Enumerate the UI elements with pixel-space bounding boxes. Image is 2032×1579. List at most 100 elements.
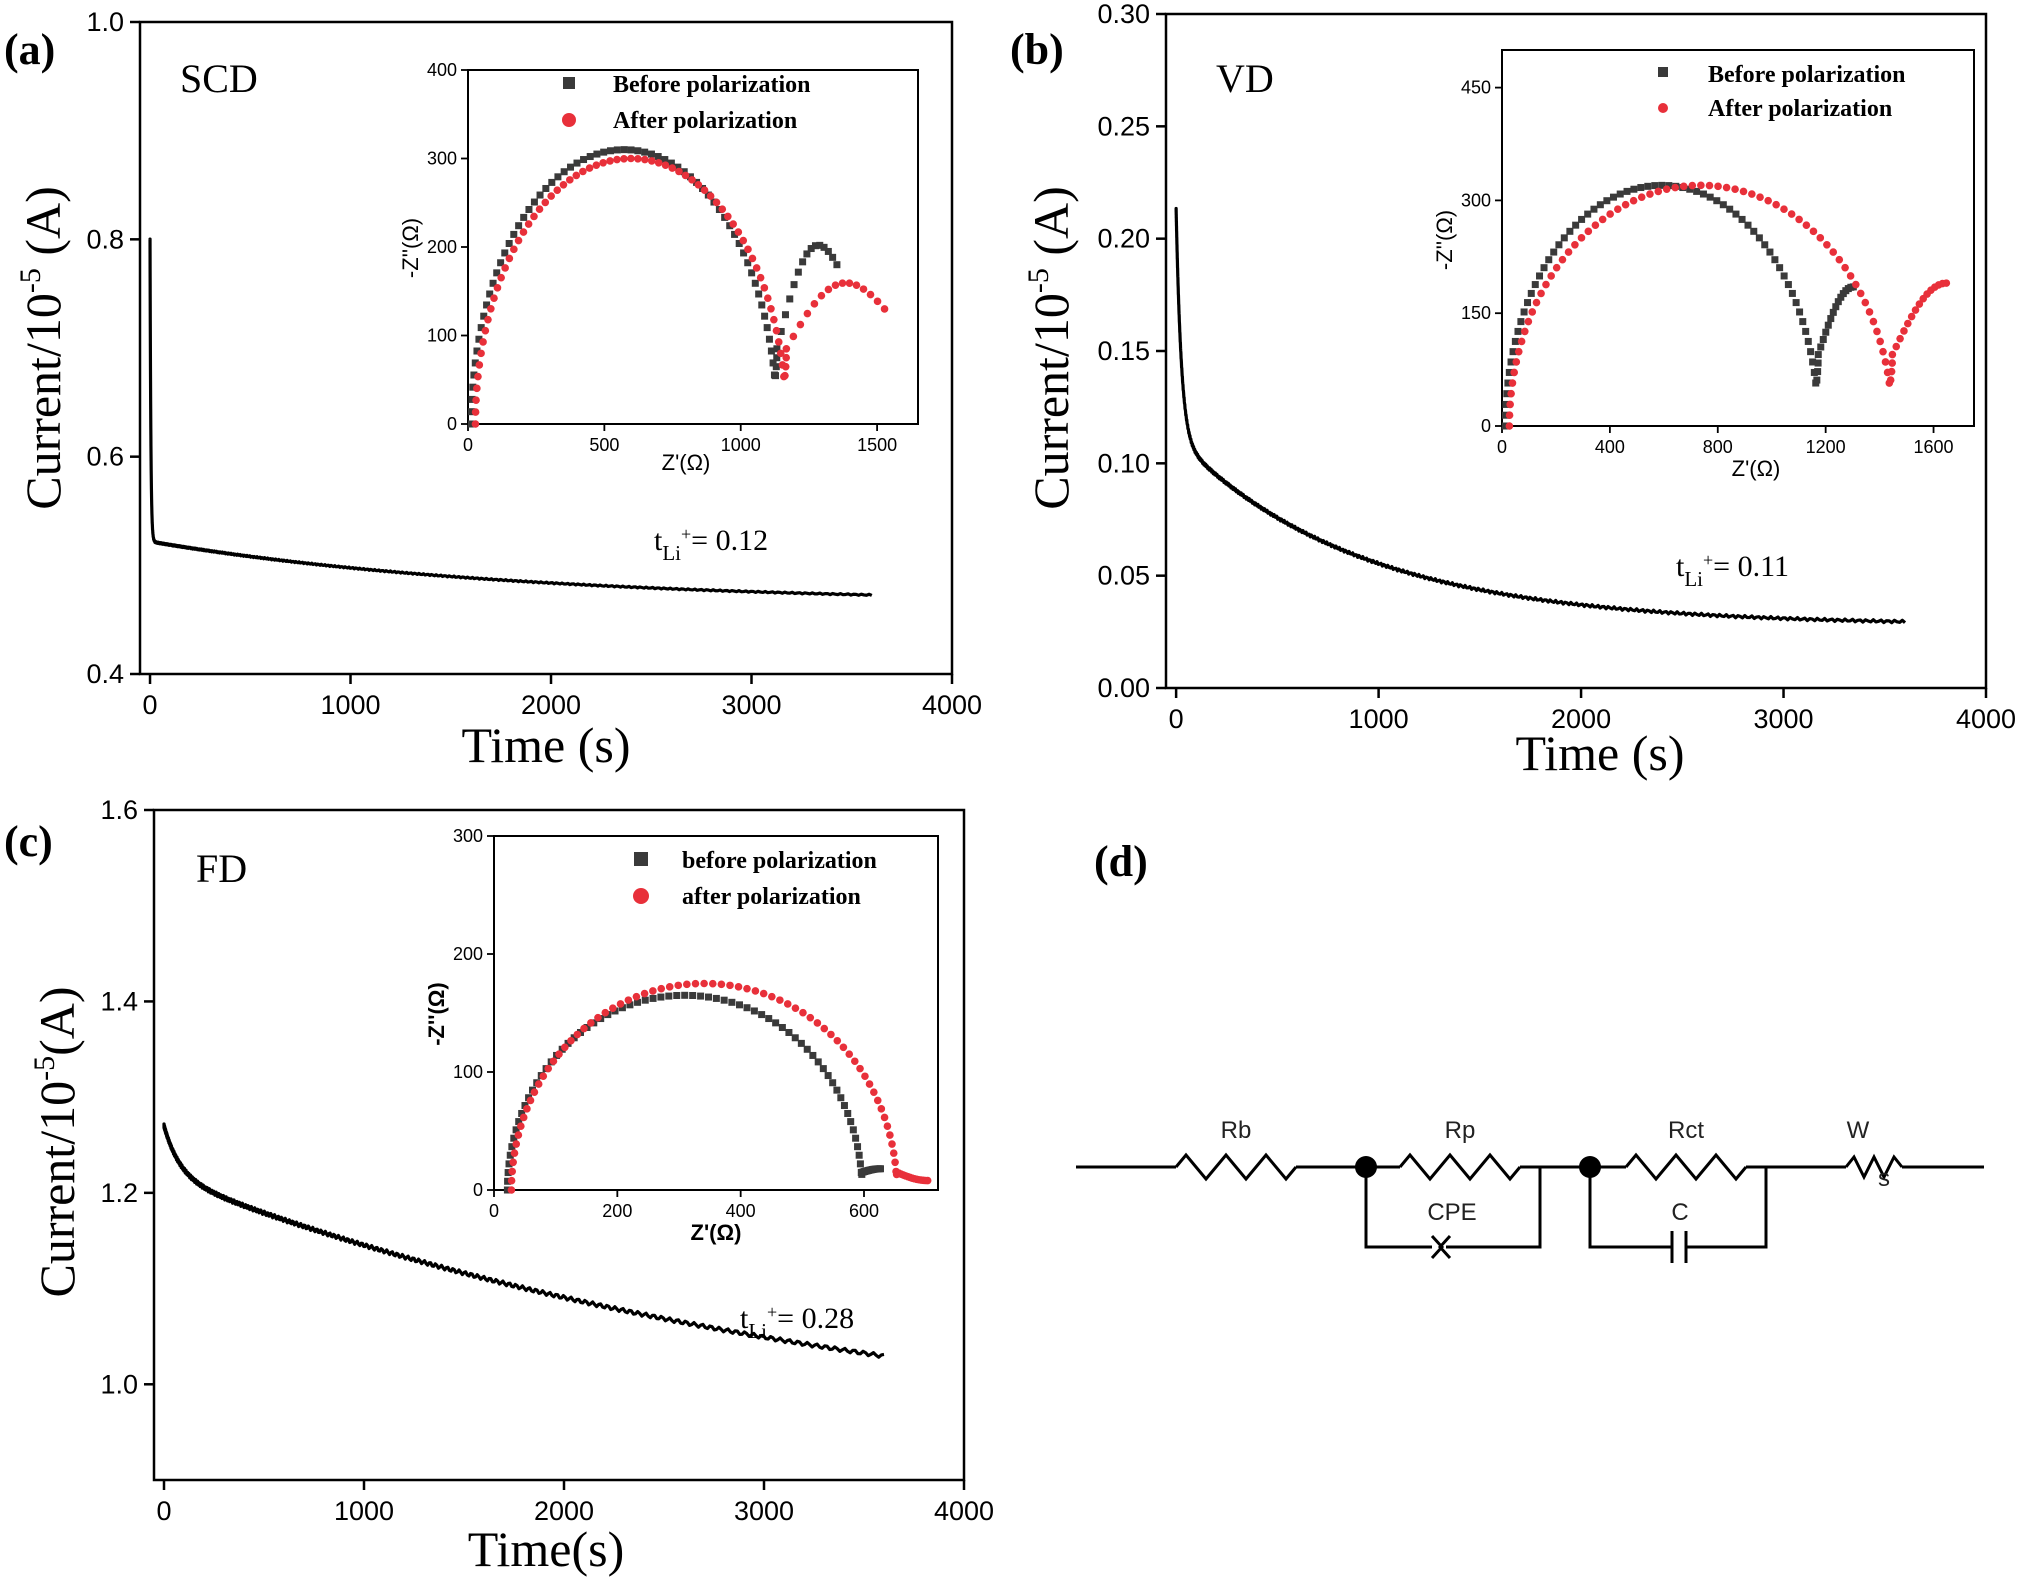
panel-c-label: (c) xyxy=(4,817,53,866)
panel-b-inset-after-point-43 xyxy=(1764,196,1772,205)
panel-b-inset-after-point-4 xyxy=(1508,379,1517,387)
panel-c-inset-after-point-30 xyxy=(657,984,666,993)
panel-c-y-axis-label-unit: (A) xyxy=(29,986,85,1055)
panel-a-inset-before-point-29 xyxy=(580,156,588,164)
panel-a-inset-before-point-38 xyxy=(641,148,649,156)
circuit-c-branch-left xyxy=(1588,1167,1672,1249)
panel-b-inset-before-point-21 xyxy=(1566,227,1574,235)
panel-a-inset-before-point-62 xyxy=(763,324,771,332)
panel-a-inset-after-point-51 xyxy=(729,220,737,228)
panel-c-inset-y-tick-label-0: 0 xyxy=(473,1180,483,1200)
panel-b-x-tick-label-3: 3000 xyxy=(1753,704,1813,734)
panel-a-inset-after-point-7 xyxy=(479,338,487,346)
panel-a-inset-after-points xyxy=(471,154,889,428)
panel-a-inset-after-point-2 xyxy=(472,396,480,405)
panel-a-inset-after-point-69 xyxy=(782,353,791,362)
panel-a-inset-before-point-24 xyxy=(548,178,556,186)
panel-a-inset-before-point-17 xyxy=(510,230,518,238)
panel-a-inset-after-point-37 xyxy=(641,155,649,164)
panel-a-inset-after-point-6 xyxy=(477,349,485,358)
panel-c-inset-after-point-49 xyxy=(813,1019,822,1027)
panel-b-inset-before-point-9 xyxy=(1514,327,1522,335)
panel-b-inset-after-point-73 xyxy=(1900,327,1908,335)
panel-a-inset-before-point-71 xyxy=(777,327,785,335)
panel-a-inset-after-point-82 xyxy=(866,290,875,299)
panel-a-inset-y-label: -Z''(Ω) xyxy=(398,218,423,278)
panel-c-inset-x-tick-label-0: 0 xyxy=(489,1201,499,1221)
panel-a-inset-before-point-52 xyxy=(726,222,734,230)
panel-b-inset-after-point-16 xyxy=(1552,263,1561,272)
panel-b-inset-after-point-39 xyxy=(1731,185,1739,194)
panel-c-inset-before-point-55 xyxy=(819,1065,827,1073)
panel-b-inset-after-point-56 xyxy=(1852,280,1860,289)
panel-a-inset-before-point-40 xyxy=(654,153,662,161)
panel-a-inset-after-point-57 xyxy=(756,273,765,282)
panel-b-y-axis-label-exp: -5 xyxy=(1022,268,1055,293)
panel-c-inset-after-point-43 xyxy=(768,992,776,1001)
panel-b-inset-before-point-77 xyxy=(1832,303,1840,311)
panel-c-frame xyxy=(152,808,966,1482)
panel-a-y-axis-label-main: Current/10 xyxy=(15,293,71,510)
panel-c-y-tick-label-2: 1.4 xyxy=(100,986,138,1016)
panel-b-y-ticks: 0.00 0.05 0.10 0.15 0.20 0.25 0.30 xyxy=(1097,0,1166,703)
panel-c-inset-after-point-58 xyxy=(865,1080,874,1088)
panel-c-x-axis-label: Time(s) xyxy=(468,1521,625,1577)
panel-b-inset-before-point-31 xyxy=(1630,185,1638,193)
circuit-cpe-branch-right xyxy=(1446,1167,1542,1249)
panel-c-inset-after-point-4 xyxy=(510,1149,519,1157)
panel-d-equivalent-circuit: (d) Rb Rp Rct W s CPE C xyxy=(1076,837,1984,1263)
panel-a-inset-after-point-15 xyxy=(505,254,514,263)
panel-a-sample-name: SCD xyxy=(180,56,258,101)
panel-c-inset-after-point-7 xyxy=(517,1122,525,1130)
panel-b-inset-before-point-33 xyxy=(1644,182,1652,190)
panel-c-inset-before-point-4 xyxy=(506,1151,514,1159)
panel-a-inset-before-point-6 xyxy=(473,347,481,355)
circuit-warburg-w xyxy=(1844,1153,1904,1181)
panel-c-inset-before-point-33 xyxy=(665,992,673,1000)
panel-c-inset-before-point-51 xyxy=(797,1039,805,1047)
panel-a-t-superscript: + xyxy=(681,524,691,544)
panel-c-inset-before-point-50 xyxy=(791,1034,799,1042)
panel-a-inset-before-point-8 xyxy=(477,324,485,332)
panel-c-y-tick-label-0: 1.0 xyxy=(100,1369,138,1399)
panel-b-inset-after-point-69 xyxy=(1888,359,1896,367)
panel-a-x-tick-label-4: 4000 xyxy=(922,690,982,720)
panel-a-inset-after-point-76 xyxy=(824,285,833,294)
panel-b-y-axis-label: Current/10-5 (A) xyxy=(1022,186,1079,510)
panel-c-inset-after-point-50 xyxy=(820,1024,829,1033)
panel-b-inset-before-point-3 xyxy=(1503,390,1511,398)
panel-c-x-tick-label-0: 0 xyxy=(156,1496,171,1526)
panel-a-inset-after-point-39 xyxy=(654,158,663,167)
panel-a-inset-before-point-18 xyxy=(515,222,523,230)
panel-c-inset-x-ticks: 0 200 400 600 xyxy=(489,1190,879,1221)
panel-b-y-axis-label-unit: (A) xyxy=(1023,186,1079,268)
panel-a-inset-before-point-65 xyxy=(769,359,777,367)
panel-a-inset-after-point-71 xyxy=(789,332,798,341)
panel-b-legend-before-marker xyxy=(1658,67,1668,77)
panel-c-inset-after-point-19 xyxy=(573,1030,582,1039)
panel-c-inset-after-point-15 xyxy=(549,1057,558,1066)
panel-a-inset-before-point-41 xyxy=(661,156,669,164)
panel-a-inset-after-point-13 xyxy=(497,273,505,282)
panel-a-inset-before-point-10 xyxy=(483,301,491,309)
panel-b-inset-after-point-29 xyxy=(1646,190,1654,198)
panel-a-inset-after-point-17 xyxy=(514,236,523,245)
panel-c-inset-after-point-42 xyxy=(759,989,768,998)
panel-a-inset-before-point-31 xyxy=(593,150,601,158)
panel-b-inset-after-point-13 xyxy=(1537,289,1545,298)
circuit-label-rb: Rb xyxy=(1221,1117,1252,1144)
panel-c-inset-after-point-53 xyxy=(839,1043,848,1052)
panel-b-inset-after-point-71 xyxy=(1892,342,1901,351)
panel-b-inset-before-point-50 xyxy=(1755,234,1763,242)
panel-a-inset-after-point-78 xyxy=(838,279,847,287)
panel-c-inset-before-points xyxy=(503,991,884,1194)
panel-b-inset-before-point-39 xyxy=(1686,185,1694,193)
panel-b-inset-after-point-33 xyxy=(1679,182,1688,191)
panel-c-legend-before-marker xyxy=(634,852,648,866)
panel-b-inset-after-point-32 xyxy=(1671,183,1679,192)
panel-c-inset-after-point-59 xyxy=(870,1088,878,1096)
panel-c-inset-before-point-54 xyxy=(814,1058,822,1066)
panel-a-t-subscript: Li xyxy=(662,541,681,565)
panel-b-y-tick-label-3: 0.15 xyxy=(1097,336,1150,366)
panel-a-inset-y-tick-label-0: 0 xyxy=(447,414,457,434)
